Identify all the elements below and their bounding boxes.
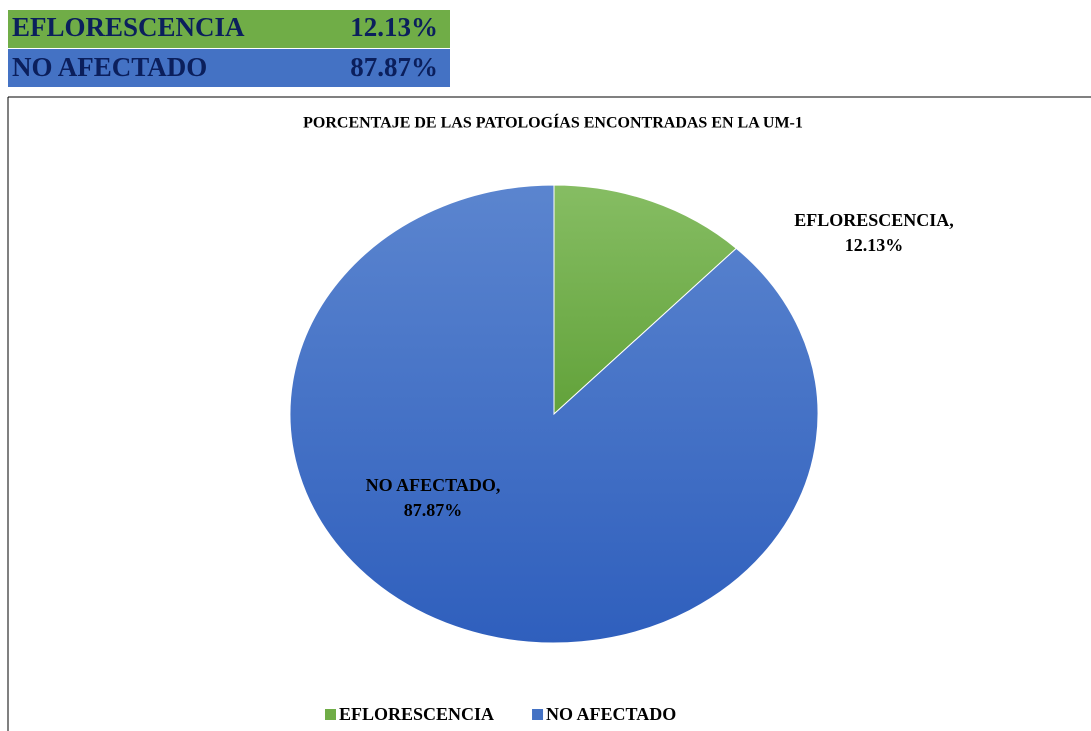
- legend-swatch: [325, 709, 336, 720]
- data-label: NO AFECTADO,: [366, 475, 501, 495]
- row-bg: [8, 49, 450, 87]
- table-cell: 12.13%: [350, 12, 438, 42]
- legend-label: EFLORESCENCIA: [339, 704, 494, 724]
- table-cell: NO AFECTADO: [12, 52, 207, 82]
- data-label: 12.13%: [845, 235, 904, 255]
- data-label: EFLORESCENCIA,: [794, 210, 954, 230]
- row-bg: [8, 10, 450, 48]
- table-cell: EFLORESCENCIA: [12, 12, 245, 42]
- legend-label: NO AFECTADO: [546, 704, 676, 724]
- data-label: 87.87%: [404, 500, 463, 520]
- pie-slice: [289, 184, 819, 644]
- legend-swatch: [532, 709, 544, 720]
- chart-title: PORCENTAJE DE LAS PATOLOGÍAS ENCONTRADAS…: [303, 113, 803, 132]
- table-cell: 87.87%: [350, 52, 438, 82]
- pie-slice: [553, 184, 738, 416]
